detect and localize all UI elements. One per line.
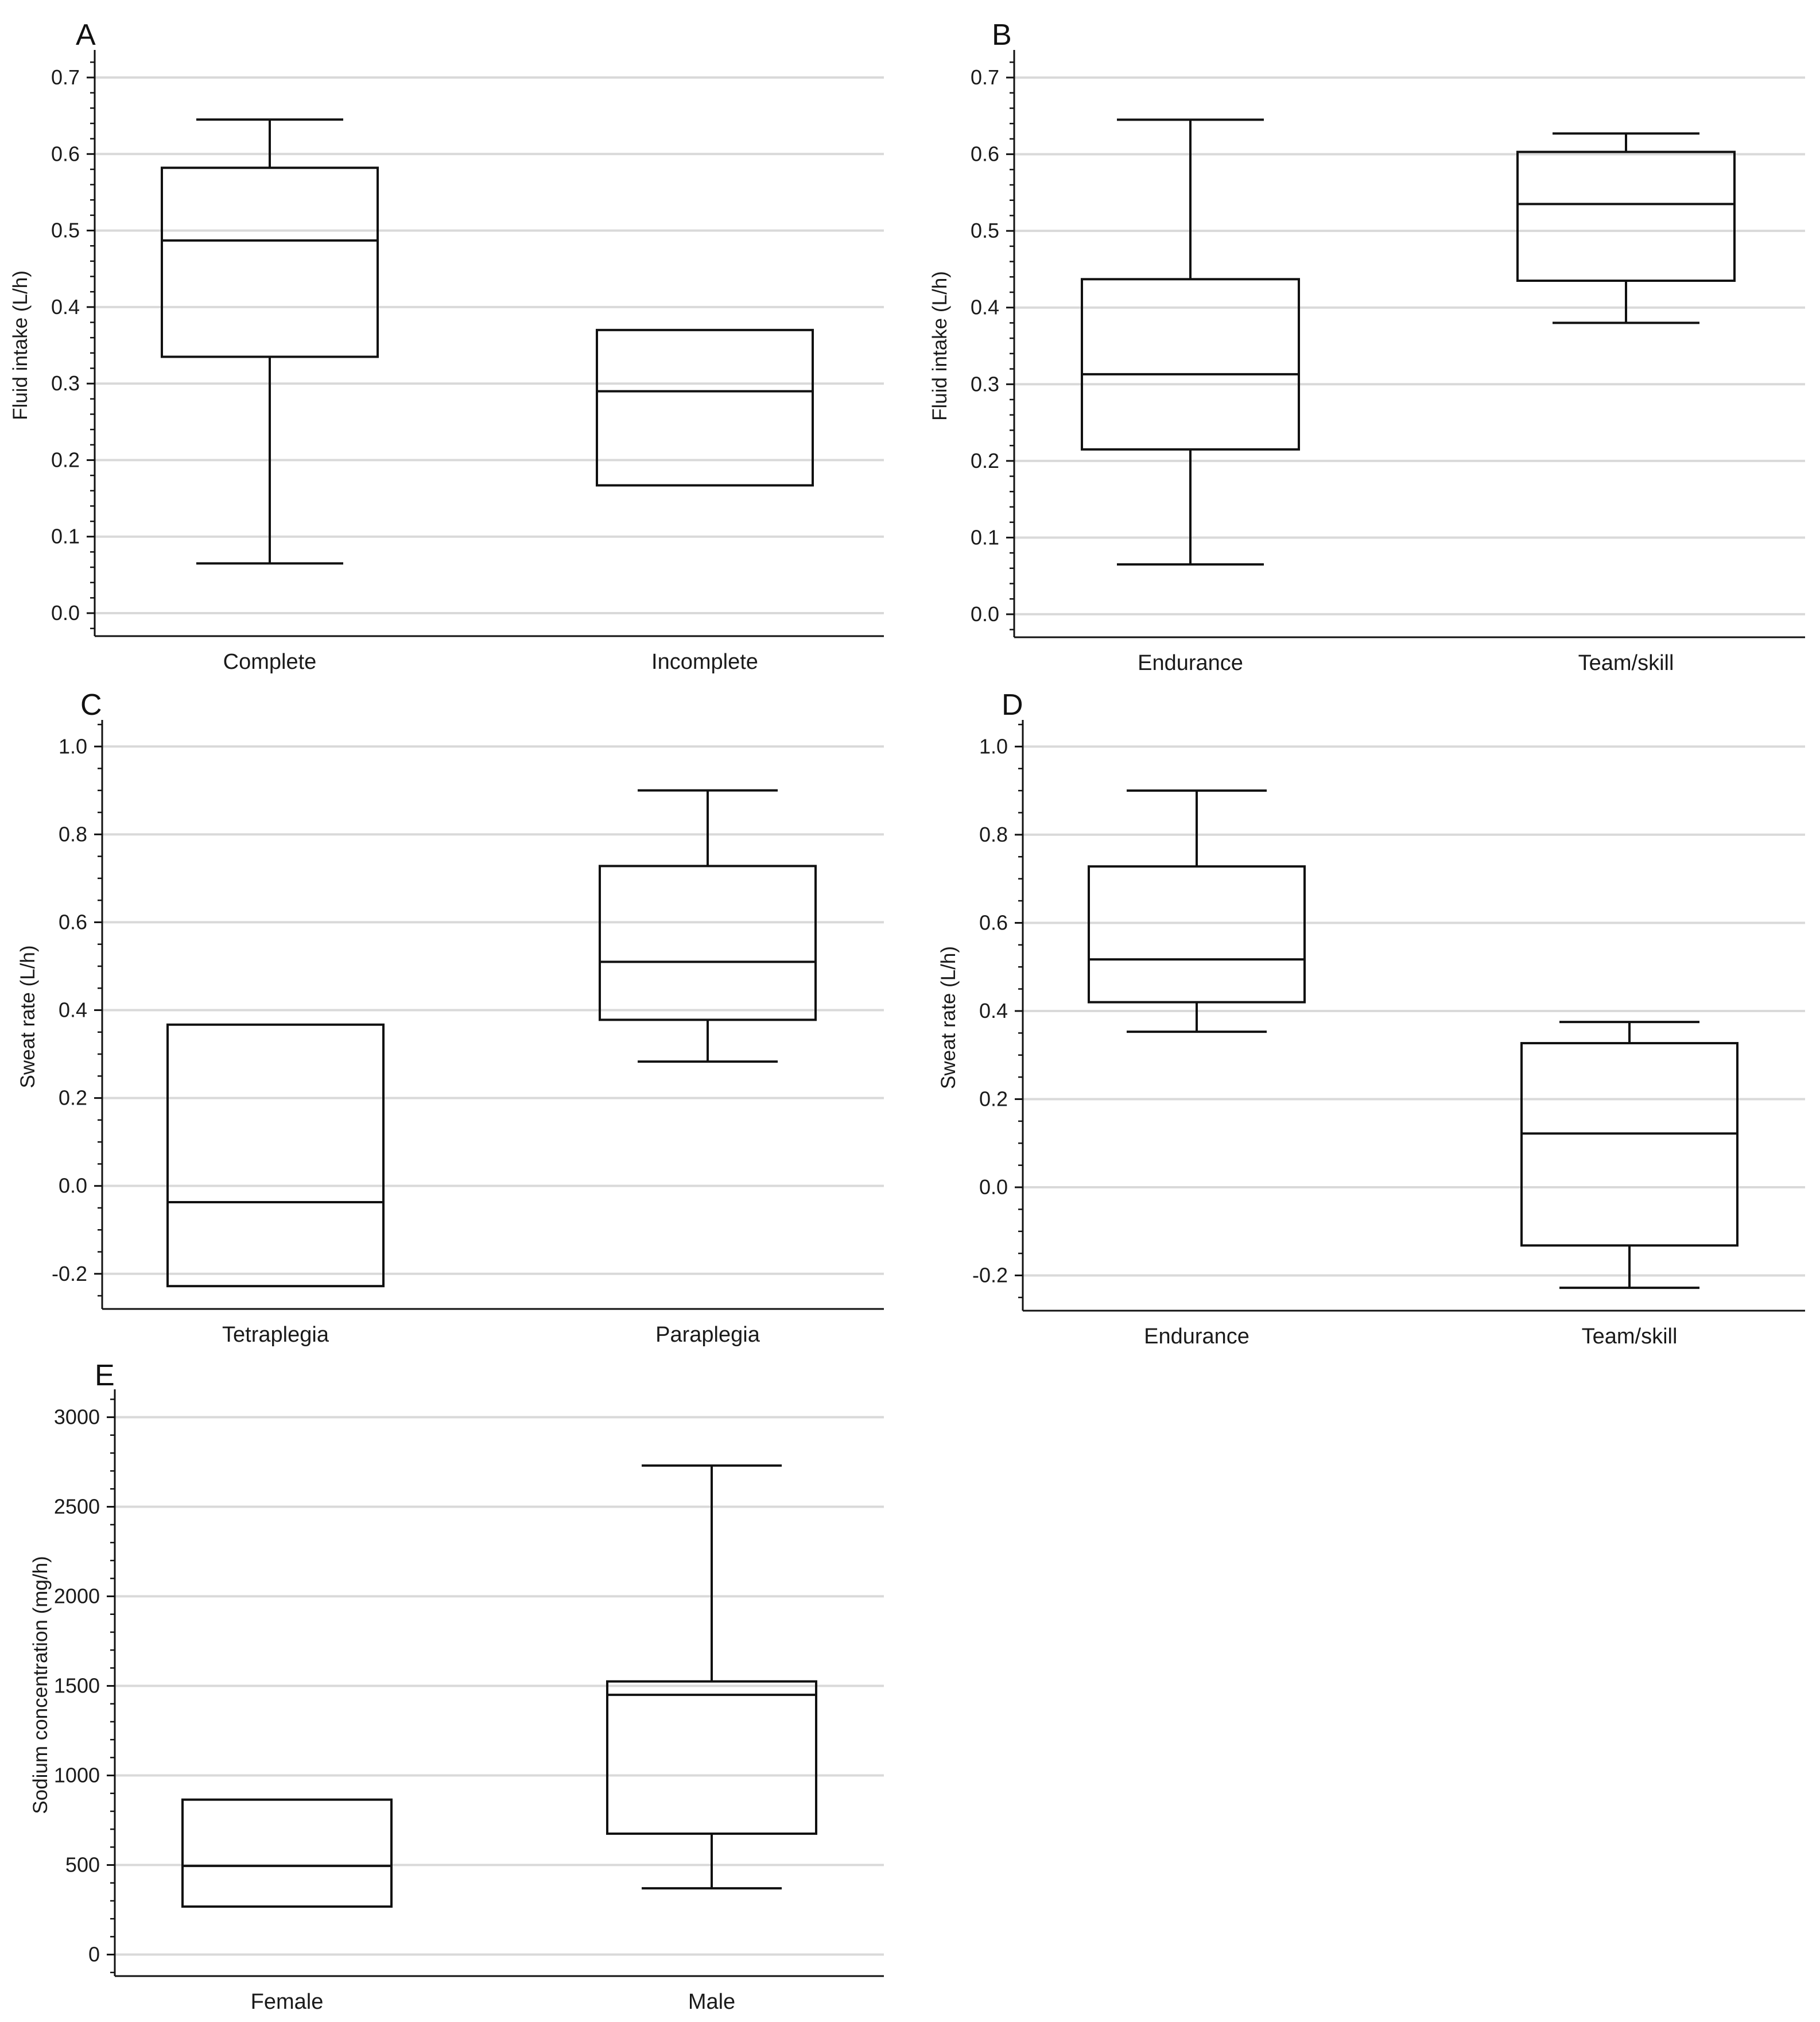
iqr-box — [181, 1798, 393, 1908]
y-axis-title: Fluid intake (L/h) — [929, 271, 951, 421]
iqr-box — [1516, 150, 1736, 282]
x-category-label: Male — [688, 1990, 735, 2014]
iqr-box — [1088, 865, 1306, 1004]
y-tick-label: 0.2 — [59, 1086, 87, 1110]
x-category-label: Team/skill — [1582, 1324, 1678, 1349]
y-tick-label: 2000 — [54, 1585, 100, 1608]
y-tick-label: 0.6 — [59, 910, 87, 933]
y-tick-label: 0.1 — [971, 525, 999, 549]
iqr-box — [166, 1023, 385, 1288]
panel-b: B 0.0 0.1 0.2 0.3 0.4 0.5 0.6 0.7 Fluid intake (L… — [929, 18, 1805, 675]
y-tick-label: 0 — [88, 1943, 100, 1966]
box-team-skill — [1516, 132, 1736, 324]
y-tick-label: 500 — [65, 1853, 100, 1877]
box-team-skill — [1520, 1021, 1738, 1289]
y-tick-label: 0.7 — [51, 65, 80, 89]
box-paraplegia — [599, 789, 817, 1063]
y-tick-label: 1500 — [54, 1674, 100, 1698]
y-tick-label: 0.5 — [971, 219, 999, 242]
y-tick-label: 0.6 — [51, 142, 80, 165]
x-category-label: Endurance — [1138, 651, 1243, 675]
y-tick-label: 0.0 — [971, 602, 999, 626]
panel-b-letter: B — [992, 18, 1012, 52]
y-tick-label: 0.7 — [971, 65, 999, 89]
x-category-label: Incomplete — [651, 650, 758, 674]
y-tick-label: 0.2 — [979, 1087, 1008, 1111]
y-tick-label: 0.3 — [971, 372, 999, 396]
panel-a-letter: A — [76, 18, 96, 52]
y-axis-title: Sweat rate (L/h) — [937, 946, 960, 1089]
panel-d: D -0.2 0.0 0.2 0.4 0.6 0.8 1.0 Sweat rate (L/h) E… — [937, 688, 1805, 1349]
x-category-label: Endurance — [1144, 1324, 1249, 1349]
y-axis-title: Sweat rate (L/h) — [17, 946, 39, 1089]
iqr-box — [599, 865, 817, 1021]
y-tick-label: -0.2 — [972, 1264, 1008, 1287]
y-tick-label: 0.0 — [59, 1174, 87, 1198]
box-endurance — [1088, 789, 1306, 1033]
y-tick-label: 0.0 — [51, 601, 80, 625]
y-tick-label: 0.6 — [979, 911, 1008, 934]
y-tick-label: -0.2 — [52, 1262, 87, 1285]
y-tick-label: 0.4 — [59, 998, 87, 1022]
y-tick-label: 3000 — [54, 1405, 100, 1429]
y-tick-label: 0.4 — [979, 999, 1008, 1022]
panel-a: A 0.0 0.1 0.2 0.3 0.4 0.5 0.6 0.7 Fluid intake (L… — [9, 18, 884, 674]
y-axis-title: Fluid intake (L/h) — [9, 270, 32, 420]
y-tick-label: 0.6 — [971, 142, 999, 166]
y-tick-label: 1.0 — [59, 734, 87, 758]
panel-e-letter: E — [95, 1359, 115, 1392]
y-tick-label: 0.5 — [51, 219, 80, 242]
y-tick-label: 2500 — [54, 1495, 100, 1519]
y-tick-label: 0.4 — [51, 295, 80, 319]
box-complete — [161, 118, 379, 565]
y-tick-label: 0.2 — [51, 448, 80, 471]
y-tick-label: 0.3 — [51, 371, 80, 395]
y-tick-label: 1.0 — [979, 734, 1008, 758]
box-male — [606, 1464, 817, 1890]
iqr-box — [1520, 1042, 1738, 1247]
y-tick-label: 1000 — [54, 1764, 100, 1787]
box-tetraplegia — [166, 1023, 385, 1288]
y-tick-label: 0.0 — [979, 1175, 1008, 1199]
box-endurance — [1081, 118, 1300, 566]
y-tick-label: 0.4 — [971, 296, 999, 319]
x-category-label: Complete — [223, 650, 317, 674]
x-category-label: Tetraplegia — [222, 1323, 329, 1347]
iqr-box — [161, 166, 379, 358]
iqr-box — [596, 328, 814, 487]
y-tick-label: 0.8 — [979, 823, 1008, 846]
y-tick-label: 0.1 — [51, 525, 80, 548]
y-axis-title: Sodium concentration (mg/h) — [29, 1556, 52, 1814]
x-category-label: Team/skill — [1578, 651, 1674, 675]
x-category-label: Female — [251, 1990, 324, 2014]
panel-c: C -0.2 0.0 0.2 0.4 0.6 0.8 1.0 Sweat rate (L/h) T… — [17, 688, 884, 1347]
y-tick-label: 0.2 — [971, 449, 999, 472]
x-category-label: Paraplegia — [655, 1323, 760, 1347]
iqr-box — [606, 1680, 817, 1835]
panel-d-letter: D — [1002, 688, 1023, 722]
box-incomplete — [596, 328, 814, 487]
panel-c-letter: C — [80, 688, 102, 722]
panel-e: E 0 500 1000 1500 2000 2500 3000 Sodium concentr… — [29, 1359, 884, 2014]
iqr-box — [1081, 278, 1300, 451]
y-tick-label: 0.8 — [59, 822, 87, 846]
box-female — [181, 1798, 393, 1908]
